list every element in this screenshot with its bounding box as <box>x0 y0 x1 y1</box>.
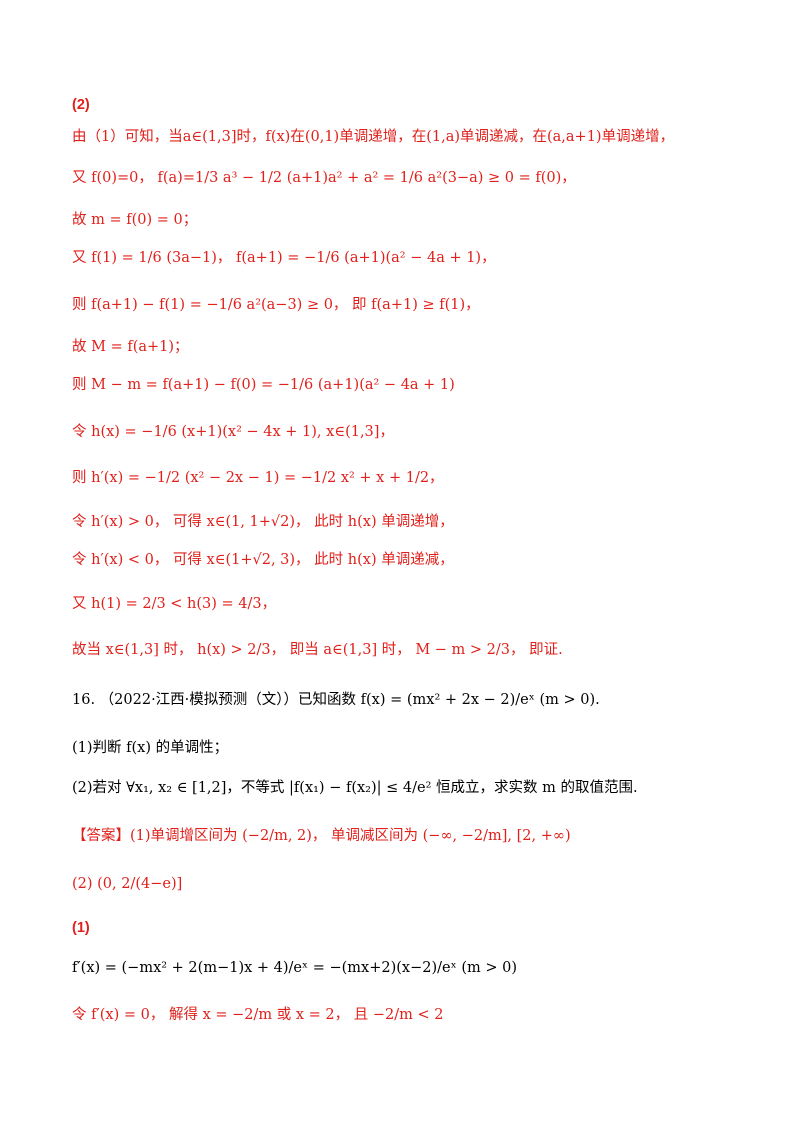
text-line: 16. （2022·江西·模拟预测（文））已知函数 f(x) = (mx² + … <box>72 692 600 708</box>
text-line: 又 h(1) = 2/3 < h(3) = 4/3， <box>72 596 277 612</box>
text-line: 令 h′(x) < 0， 可得 x∈(1+√2, 3)， 此时 h(x) 单调递… <box>72 552 454 568</box>
text-line: 故当 x∈(1,3] 时， h(x) > 2/3， 即当 a∈(1,3] 时， … <box>72 642 563 658</box>
text-line: 故 M = f(a+1)； <box>72 339 189 355</box>
text-line: (1) <box>72 920 90 936</box>
text-line: (2) (0, 2/(4−e)] <box>72 876 183 892</box>
text-line: (2) <box>72 97 90 113</box>
text-line: f′(x) = (−mx² + 2(m−1)x + 4)/eˣ = −(mx+2… <box>72 960 518 976</box>
text-line: 令 f′(x) = 0， 解得 x = −2/m 或 x = 2， 且 −2/m… <box>72 1007 444 1023</box>
text-line: 又 f(1) = 1/6 (3a−1)， f(a+1) = −1/6 (a+1)… <box>72 250 496 266</box>
text-line: 则 M − m = f(a+1) − f(0) = −1/6 (a+1)(a² … <box>72 377 455 393</box>
text-line: 令 h′(x) > 0， 可得 x∈(1, 1+√2)， 此时 h(x) 单调递… <box>72 514 454 530</box>
text-line: 由（1）可知，当a∈(1,3]时，f(x)在(0,1)单调递增，在(1,a)单调… <box>72 129 675 145</box>
text-line: 令 h(x) = −1/6 (x+1)(x² − 4x + 1), x∈(1,3… <box>72 424 394 440</box>
text-line: 故 m = f(0) = 0； <box>72 212 198 228</box>
text-line: 又 f(0)=0， f(a)=1/3 a³ − 1/2 (a+1)a² + a²… <box>72 170 576 186</box>
text-line: 【答案】(1)单调增区间为 (−2/m, 2)， 单调减区间为 (−∞, −2/… <box>72 828 571 844</box>
text-line: (1)判断 f(x) 的单调性； <box>72 740 229 756</box>
text-line: 则 f(a+1) − f(1) = −1/6 a²(a−3) ≥ 0， 即 f(… <box>72 297 480 313</box>
text-line: 则 h′(x) = −1/2 (x² − 2x − 1) = −1/2 x² +… <box>72 470 444 486</box>
text-line: (2)若对 ∀x₁, x₂ ∈ [1,2]，不等式 |f(x₁) − f(x₂)… <box>72 780 638 796</box>
